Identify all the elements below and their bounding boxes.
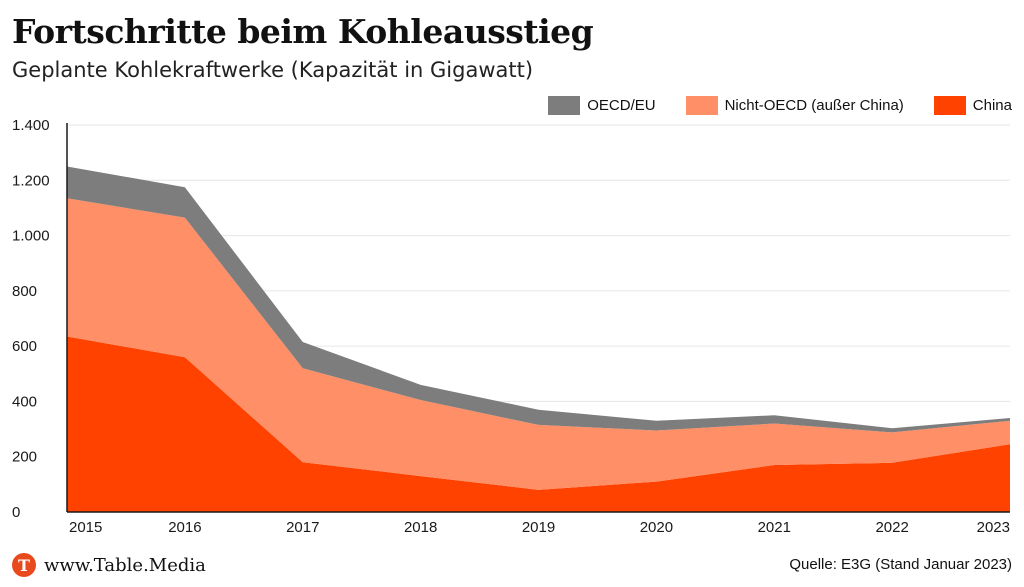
legend-label-china: China — [972, 97, 1012, 114]
legend-label-nicht-oecd: Nicht-OECD (außer China) — [724, 97, 904, 114]
chart-subtitle: Geplante Kohlekraftwerke (Kapazität in G… — [12, 58, 534, 82]
y-tick-label-1200: 1.200 — [12, 172, 50, 189]
y-tick-label-400: 400 — [12, 393, 37, 410]
x-tick-label-2021: 2021 — [758, 519, 791, 536]
x-tick-label-2016: 2016 — [168, 519, 201, 536]
x-tick-label-2019: 2019 — [522, 519, 555, 536]
y-tick-label-1400: 1.400 — [12, 117, 50, 134]
y-tick-label-0: 0 — [12, 504, 20, 521]
footer-source: Quelle: E3G (Stand Januar 2023) — [789, 556, 1012, 573]
x-tick-label-2015: 2015 — [69, 519, 102, 536]
legend-swatch-nicht-oecd — [685, 96, 718, 115]
area-nicht-oecd-ausser-china — [67, 198, 1010, 490]
x-tick-label-2018: 2018 — [404, 519, 437, 536]
legend-swatch-oecd-eu — [548, 96, 581, 115]
area-china — [67, 336, 1010, 512]
table-media-logo-icon: T — [12, 553, 36, 577]
y-tick-label-800: 800 — [12, 283, 37, 300]
x-tick-label-2023: 2023 — [977, 519, 1010, 536]
footer-brand: T www.Table.Media — [12, 553, 206, 577]
x-tick-label-2017: 2017 — [286, 519, 319, 536]
area-oecd-eu — [67, 166, 1010, 433]
x-tick-label-2020: 2020 — [640, 519, 673, 536]
chart-legend: OECD/EU Nicht-OECD (außer China) China — [518, 96, 1012, 115]
x-tick-label-2022: 2022 — [875, 519, 908, 536]
legend-item-nicht-oecd: Nicht-OECD (außer China) — [685, 96, 904, 115]
legend-swatch-china — [933, 96, 966, 115]
footer-website: www.Table.Media — [44, 554, 206, 576]
y-tick-label-200: 200 — [12, 449, 37, 466]
y-tick-label-600: 600 — [12, 338, 37, 355]
chart-title: Fortschritte beim Kohleausstieg — [12, 12, 594, 51]
legend-item-oecd-eu: OECD/EU — [548, 96, 656, 115]
legend-label-oecd-eu: OECD/EU — [587, 97, 656, 114]
y-tick-label-1000: 1.000 — [12, 228, 50, 245]
legend-item-china: China — [933, 96, 1012, 115]
